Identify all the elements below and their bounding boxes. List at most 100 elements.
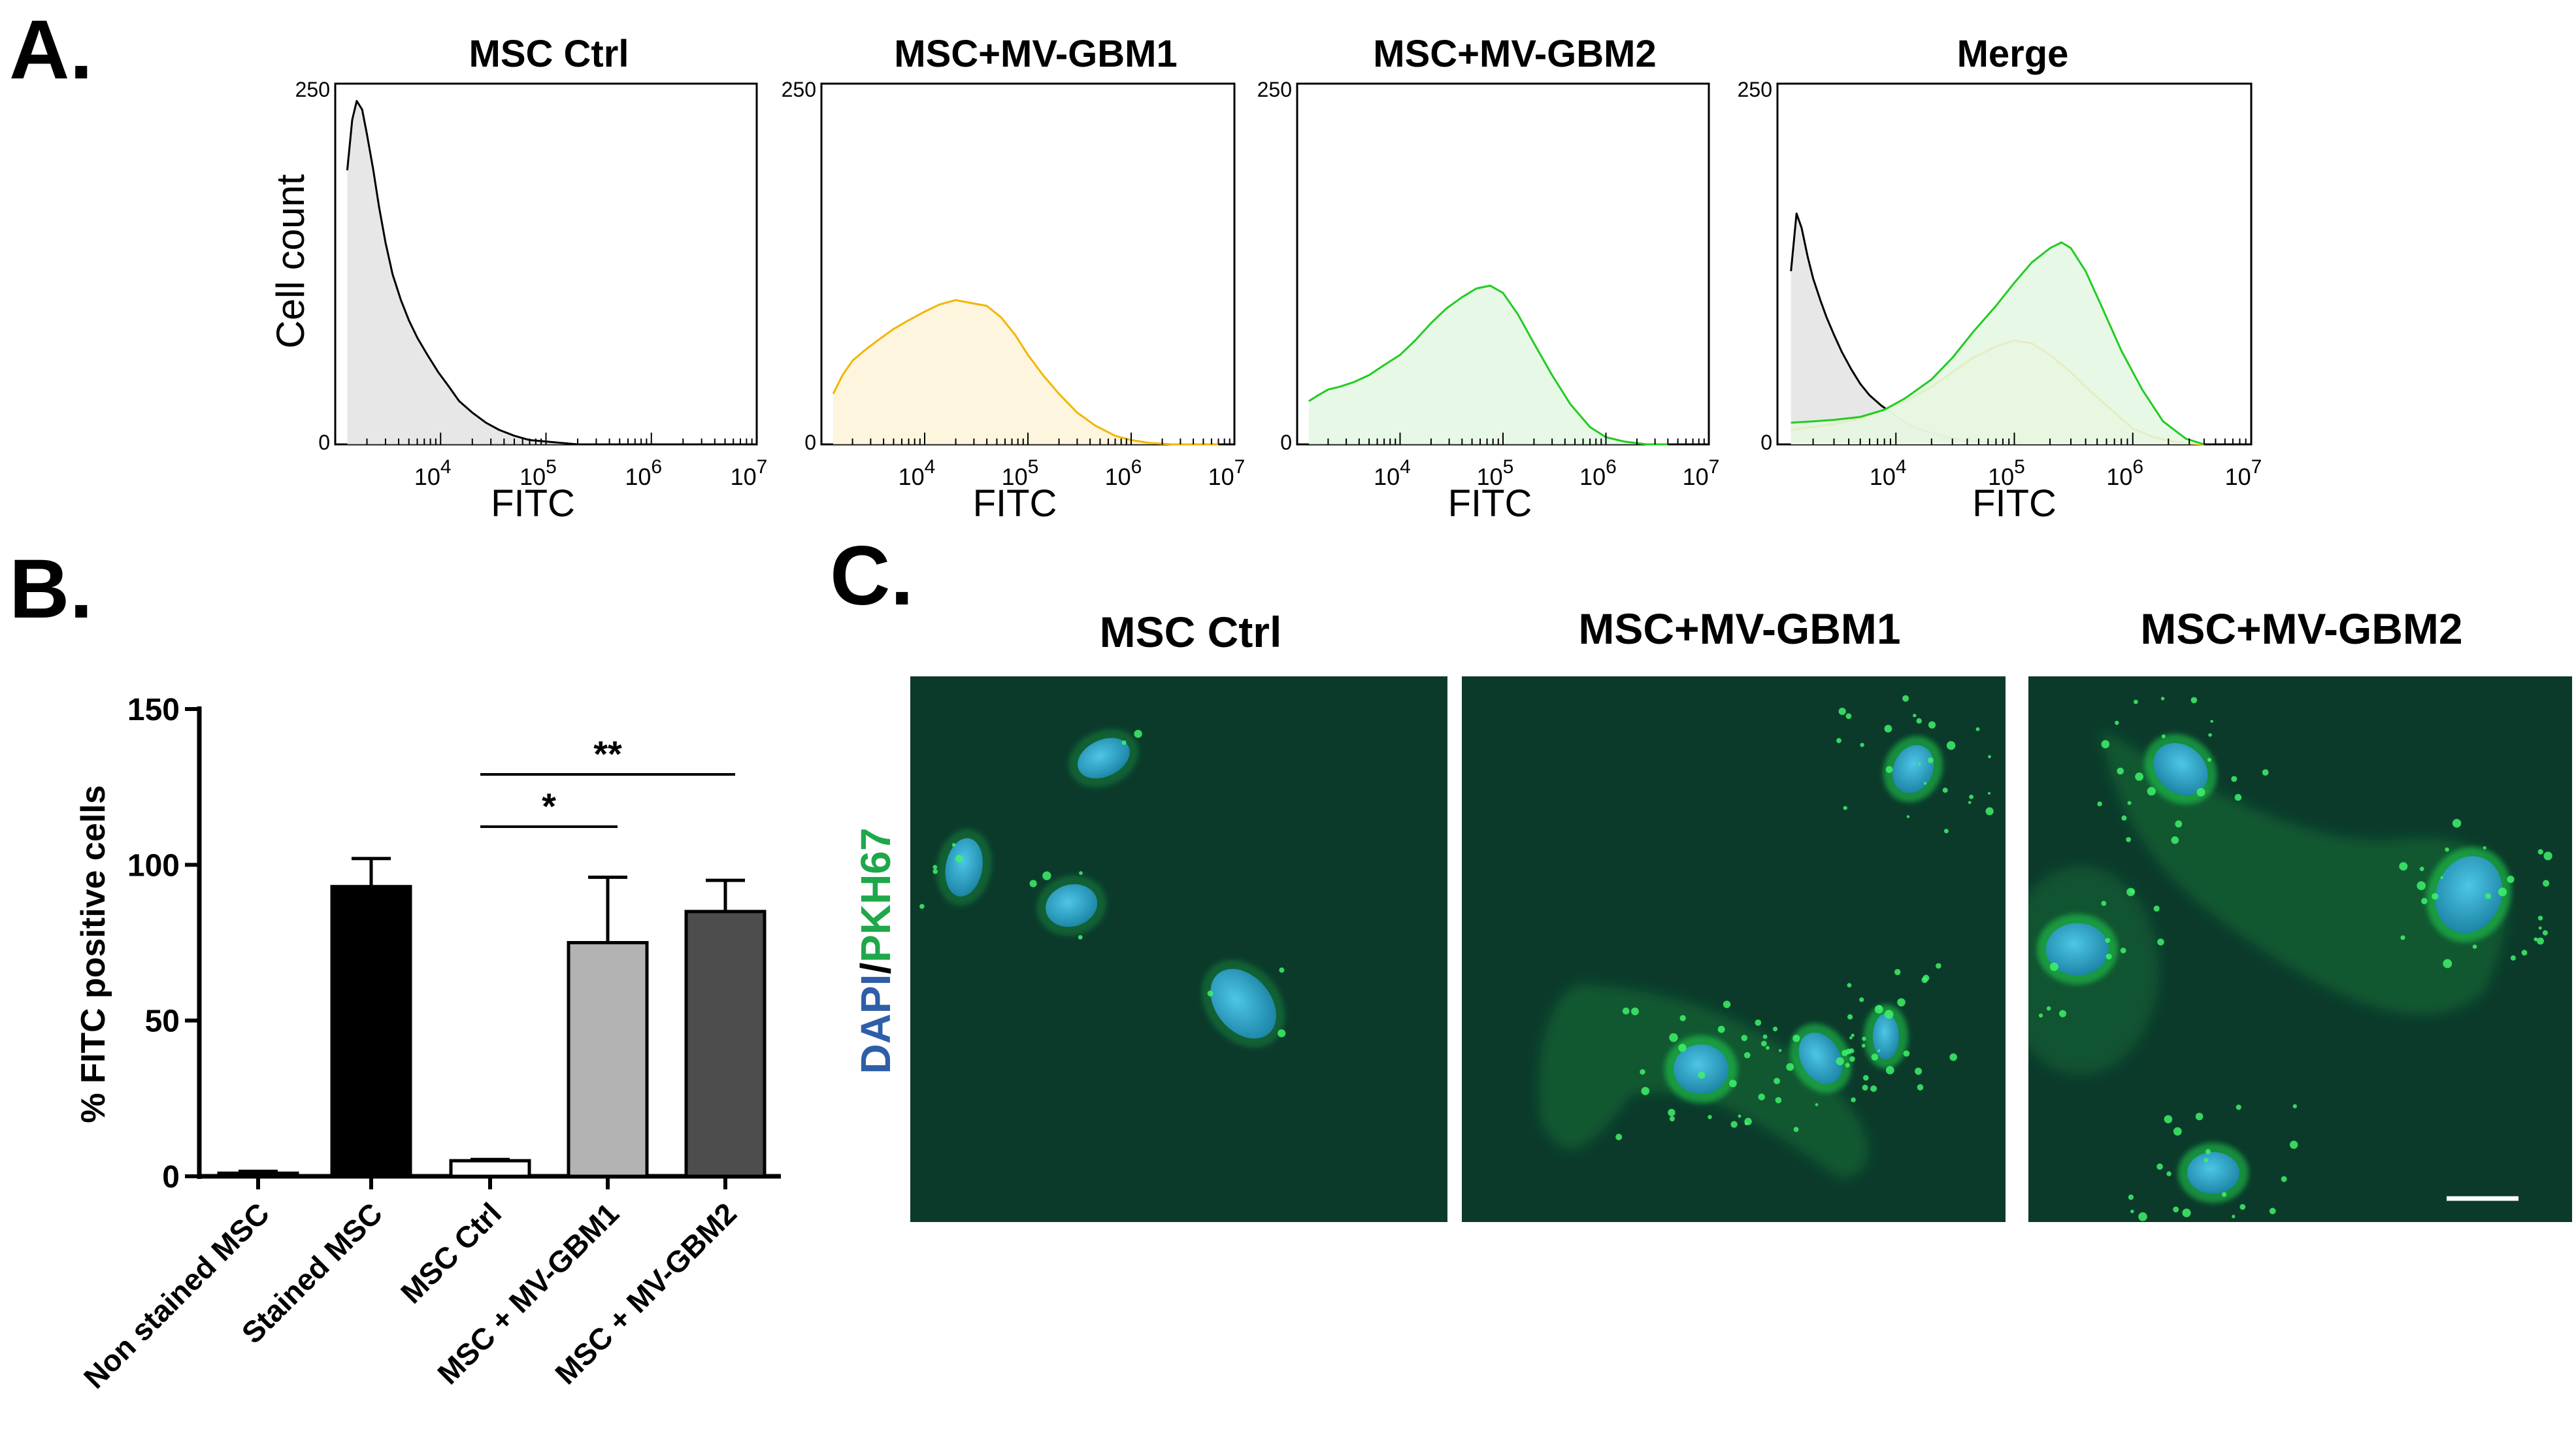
x-tick-label: 104	[1870, 456, 1907, 490]
vesicle	[1730, 1121, 1738, 1128]
micrograph-1	[910, 676, 1447, 1222]
vesicle	[2421, 898, 2428, 904]
x-tick-exp: 4	[925, 456, 936, 478]
stain-label-pkh67: PKH67	[852, 828, 899, 963]
vesicle	[2205, 1149, 2211, 1155]
vesicle	[2135, 772, 2144, 781]
histogram-x-axis-label: FITC	[491, 482, 575, 525]
vesicle	[2117, 767, 2124, 775]
histogram-x-axis-label: FITC	[1448, 482, 1532, 525]
vesicle	[1897, 998, 1906, 1007]
panel-label-a: A.	[9, 3, 93, 97]
vesicle	[2290, 1140, 2298, 1149]
x-tick-label: 105	[1988, 456, 2025, 490]
y-tick-label: 0	[162, 1160, 180, 1195]
vesicle	[2196, 787, 2205, 797]
vesicle	[1786, 1063, 1794, 1071]
vesicle	[1915, 1067, 1923, 1075]
vesicle	[1738, 1114, 1742, 1118]
vesicle	[1894, 968, 1901, 976]
vesicle	[2157, 938, 2164, 946]
x-tick-label: 105	[1002, 456, 1039, 490]
vesicle	[2443, 959, 2452, 968]
vesicle	[1134, 729, 1142, 738]
nucleus	[1798, 1033, 1843, 1084]
x-tick-label: 104	[1374, 456, 1411, 490]
vesicle	[1913, 714, 1917, 718]
vesicle	[1968, 801, 1972, 804]
y-tick-label: 150	[127, 693, 180, 727]
x-tick-base: 10	[1477, 463, 1503, 490]
vesicle	[1946, 741, 1956, 750]
vesicle	[1969, 795, 1974, 799]
vesicle	[2126, 887, 2136, 897]
vesicle	[1885, 1066, 1894, 1074]
y-tick-label: 100	[127, 848, 180, 883]
micrograph-title-gbm1: MSC+MV-GBM1	[1578, 604, 1900, 653]
vesicle	[1207, 990, 1214, 997]
vesicle	[1862, 1036, 1866, 1041]
vesicle	[2164, 1115, 2173, 1123]
vesicle	[1793, 1127, 1799, 1133]
histogram-title: MSC+MV-GBM1	[894, 33, 1177, 75]
vesicle	[2537, 937, 2544, 945]
vesicle	[1871, 1053, 1879, 1061]
vesicle	[1836, 1057, 1844, 1066]
vesicle	[2232, 1214, 2236, 1219]
series-area-0	[1791, 213, 2051, 444]
x-tick-exp: 6	[651, 456, 662, 478]
x-tick-label: 105	[520, 456, 557, 490]
vesicle	[2419, 867, 2424, 871]
bar	[567, 941, 649, 1178]
vesicle	[2130, 1210, 2134, 1214]
y-tick-label: 0	[1280, 431, 1292, 454]
vesicle	[1847, 1014, 1853, 1020]
vesicle	[955, 855, 963, 863]
vesicle	[933, 865, 938, 870]
vesicle	[2097, 801, 2102, 806]
vesicle	[1884, 725, 1892, 733]
stain-label-separator: /	[852, 963, 899, 974]
stain-label-dapi: DAPI	[852, 974, 899, 1074]
vesicle	[2126, 836, 2132, 842]
micrograph-title-gbm2: MSC+MV-GBM2	[2140, 604, 2462, 653]
vesicle	[2121, 815, 2127, 821]
vesicle	[1903, 1050, 1910, 1057]
vesicle	[1121, 740, 1127, 745]
x-tick-exp: 6	[1606, 456, 1617, 478]
vesicle	[2153, 905, 2160, 912]
micrograph-panel	[910, 676, 2572, 1222]
x-tick-label: 107	[1208, 456, 1246, 490]
vesicle	[1760, 1040, 1767, 1047]
vesicle	[1766, 1046, 1770, 1050]
vesicle	[1849, 1056, 1855, 1062]
vesicle	[1717, 1025, 1725, 1033]
histogram-y-axis-label: Cell count	[269, 174, 312, 348]
vesicle	[2485, 893, 2492, 899]
vesicle	[1622, 1007, 1630, 1015]
x-tick-exp: 6	[2132, 456, 2143, 478]
panel-label-c: C.	[830, 529, 914, 623]
vesicle	[1949, 1053, 1957, 1061]
micrograph-2	[1462, 676, 2006, 1222]
vesicle	[2498, 887, 2507, 897]
histogram-title: MSC Ctrl	[469, 33, 629, 75]
vesicle	[1698, 1071, 1706, 1079]
vesicle	[1927, 757, 1934, 763]
vesicle	[2127, 801, 2132, 805]
x-tick-label: 107	[731, 456, 768, 490]
y-tick-label: 0	[318, 431, 330, 454]
vesicle	[2510, 955, 2516, 961]
vesicle	[1988, 791, 1990, 795]
vesicle	[2262, 769, 2269, 776]
nucleus	[2045, 923, 2109, 976]
micrograph-3	[2028, 676, 2572, 1222]
vesicle	[2537, 916, 2543, 921]
vesicle	[1877, 1049, 1881, 1053]
vesicle	[1985, 807, 1994, 816]
significance-label: **	[593, 733, 622, 774]
vesicle	[1669, 1033, 1678, 1042]
x-tick-base: 10	[1002, 463, 1028, 490]
vesicle	[1615, 1133, 1623, 1140]
